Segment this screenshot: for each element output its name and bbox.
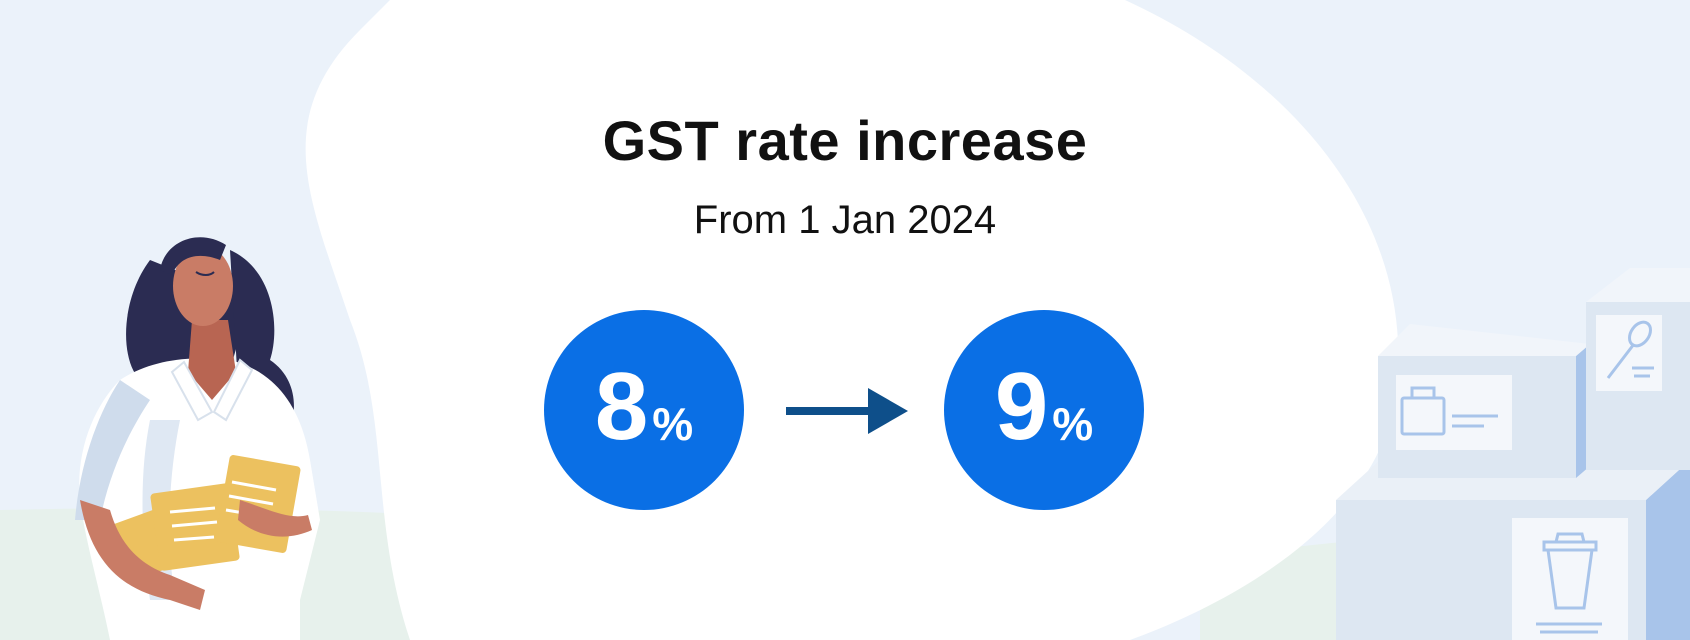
person-illustration — [75, 237, 320, 640]
old-rate-unit: % — [652, 398, 694, 450]
effective-date: From 1 Jan 2024 — [693, 198, 997, 242]
page-title: GST rate increase — [602, 109, 1088, 172]
arrow-right-icon — [786, 388, 908, 434]
new-rate-value: 9 — [994, 353, 1049, 460]
cup-icon — [1536, 532, 1602, 634]
spoon-icon — [1606, 320, 1654, 379]
old-rate-badge: 8 % — [544, 310, 744, 510]
shopping-bag-icon — [1400, 386, 1498, 436]
new-rate-unit: % — [1052, 398, 1094, 450]
center-blob — [305, 0, 1399, 640]
old-rate-value: 8 — [594, 353, 649, 460]
new-rate-badge: 9 % — [944, 310, 1144, 510]
